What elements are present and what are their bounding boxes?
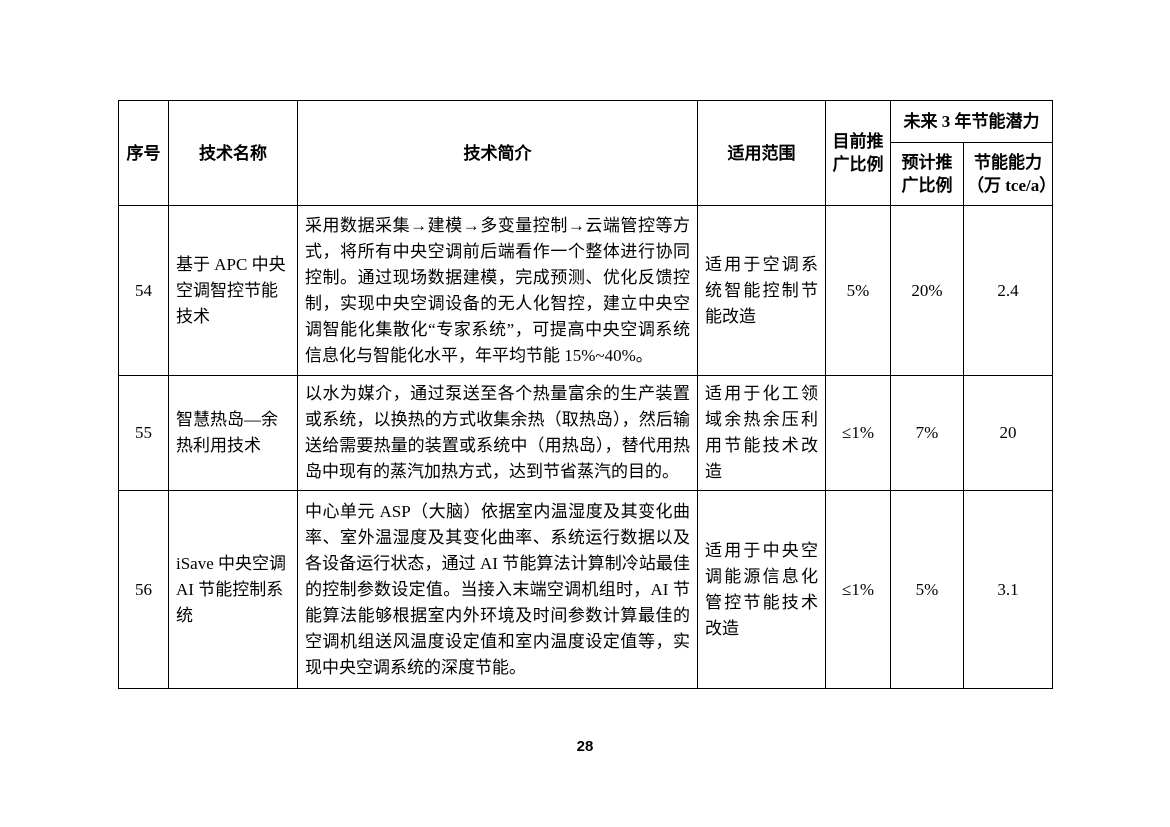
technology-table: 序号 技术名称 技术简介 适用范围 目前推广比例 未来 3 年节能潜力 预计推广… (118, 100, 1053, 689)
cell-tech-brief: 中心单元 ASP（大脑）依据室内温湿度及其变化曲率、室外温湿度及其变化曲率、系统… (297, 490, 698, 689)
cell-tech-name: iSave 中央空调 AI 节能控制系统 (168, 490, 298, 689)
table-row: 55 智慧热岛—余热利用技术 以水为媒介，通过泵送至各个热量富余的生产装置或系统… (118, 375, 1053, 491)
header-col-tech-brief: 技术简介 (297, 100, 698, 206)
header-col-serial: 序号 (118, 100, 169, 206)
cell-scope: 适用于空调系统智能控制节能改造 (697, 205, 826, 376)
cell-scope: 适用于化工领域余热余压利用节能技术改造 (697, 375, 826, 491)
cell-expected-ratio: 5% (890, 490, 964, 689)
cell-expected-ratio: 20% (890, 205, 964, 376)
header-group-future-potential: 未来 3 年节能潜力 (890, 100, 1053, 143)
cell-current-ratio: ≤1% (825, 490, 891, 689)
header-row-top: 序号 技术名称 技术简介 适用范围 目前推广比例 未来 3 年节能潜力 (118, 100, 1053, 206)
cell-tech-brief: 采用数据采集→建模→多变量控制→云端管控等方式，将所有中央空调前后端看作一个整体… (297, 205, 698, 376)
page-number: 28 (576, 738, 594, 755)
cell-saving-capacity: 3.1 (963, 490, 1053, 689)
header-row-sub: 预计推广比例 节能能力（万 tce/a） (119, 142, 1053, 206)
cell-tech-name: 智慧热岛—余热利用技术 (168, 375, 298, 491)
cell-expected-ratio: 7% (890, 375, 964, 491)
header-col-scope: 适用范围 (697, 100, 826, 206)
table-row: 54 基于 APC 中央空调智控节能技术 采用数据采集→建模→多变量控制→云端管… (118, 205, 1053, 376)
header-col-tech-name: 技术名称 (168, 100, 298, 206)
cell-tech-name: 基于 APC 中央空调智控节能技术 (168, 205, 298, 376)
cell-saving-capacity: 20 (963, 375, 1053, 491)
cell-serial: 54 (118, 205, 169, 376)
cell-scope: 适用于中央空调能源信息化管控节能技术改造 (697, 490, 826, 689)
header-col-current-ratio: 目前推广比例 (825, 100, 891, 206)
cell-current-ratio: ≤1% (825, 375, 891, 491)
cell-saving-capacity: 2.4 (963, 205, 1053, 376)
table-row: 56 iSave 中央空调 AI 节能控制系统 中心单元 ASP（大脑）依据室内… (118, 490, 1053, 689)
cell-serial: 56 (118, 490, 169, 689)
cell-current-ratio: 5% (825, 205, 891, 376)
cell-serial: 55 (118, 375, 169, 491)
header-col-saving-capacity: 节能能力（万 tce/a） (963, 142, 1053, 206)
cell-tech-brief: 以水为媒介，通过泵送至各个热量富余的生产装置或系统，以换热的方式收集余热（取热岛… (297, 375, 698, 491)
header-col-expected-ratio: 预计推广比例 (890, 142, 964, 206)
